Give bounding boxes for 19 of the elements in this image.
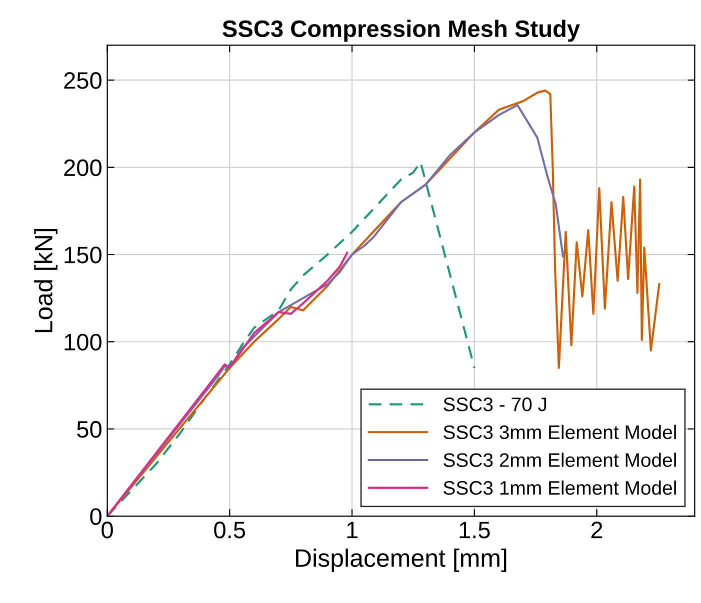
x-axis-title: Displacement [mm] bbox=[296, 548, 506, 572]
y-axis-title: Load [kN] bbox=[34, 228, 58, 332]
y-tick-label: 0 bbox=[90, 508, 102, 525]
y-tick-label: 50 bbox=[77, 421, 102, 438]
x-tick-label: 0 bbox=[102, 522, 113, 538]
y-tick-label: 150 bbox=[64, 246, 102, 264]
chart-title: SSC3 Compression Mesh Study bbox=[222, 20, 580, 42]
line-series bbox=[107, 252, 348, 516]
legend-label: SSC3 3mm Element Model bbox=[444, 424, 676, 440]
x-tick-label: 1 bbox=[347, 522, 358, 538]
x-tick-label: 0.5 bbox=[214, 522, 246, 538]
legend-label: SSC3 1mm Element Model bbox=[444, 480, 676, 495]
x-tick-label: 2 bbox=[591, 522, 602, 538]
y-tick-label: 100 bbox=[64, 334, 102, 351]
y-tick-label: 250 bbox=[64, 72, 102, 89]
y-tick-label: 200 bbox=[64, 159, 102, 176]
legend-label: SSC3 - 70 J bbox=[444, 398, 546, 412]
legend-label: SSC3 2mm Element Model bbox=[444, 452, 676, 467]
x-tick-label: 1.5 bbox=[460, 522, 490, 538]
